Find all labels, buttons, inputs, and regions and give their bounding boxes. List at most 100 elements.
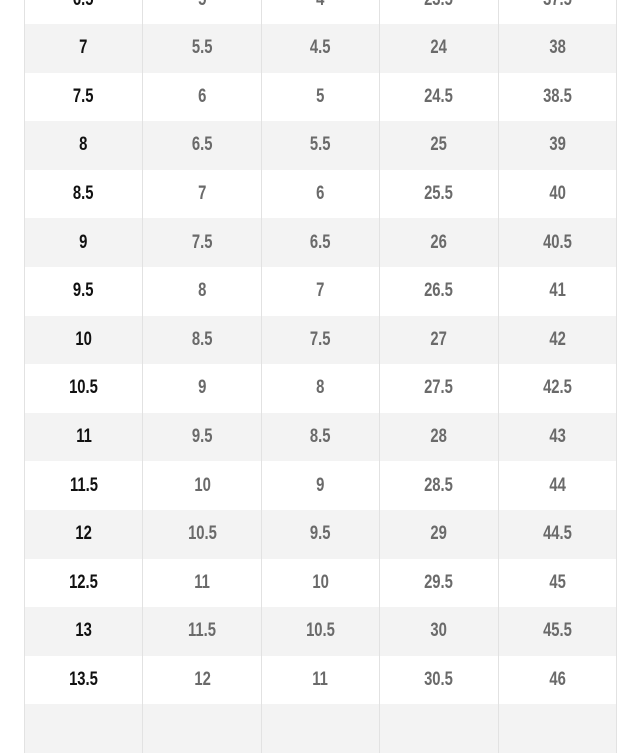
cell-text: 7 bbox=[316, 280, 325, 302]
size-value-cell: 30 bbox=[379, 607, 497, 656]
table-row: 9.5 8 7 26.5 41 bbox=[25, 266, 616, 316]
cell-text: 6.5 bbox=[191, 134, 213, 156]
size-value-cell: 10.5 bbox=[142, 509, 260, 559]
cell-text: 8 bbox=[316, 377, 325, 399]
size-value-cell: 26 bbox=[379, 218, 497, 267]
cell-text: 5 bbox=[198, 0, 206, 11]
cell-text: 7.5 bbox=[191, 231, 213, 253]
cell-text: 29.5 bbox=[424, 571, 454, 593]
size-value-cell: 10 bbox=[142, 461, 260, 510]
cell-text: 10 bbox=[75, 328, 92, 350]
cell-text: 8.5 bbox=[310, 426, 331, 448]
size-value-cell: 25.5 bbox=[379, 169, 497, 219]
size-value-cell: 27.5 bbox=[379, 364, 497, 413]
table-row bbox=[25, 704, 616, 753]
cell-text: 5.5 bbox=[191, 37, 213, 59]
size-value-cell: 5.5 bbox=[142, 24, 260, 73]
size-value-cell: 9.5 bbox=[260, 509, 379, 559]
cell-text: 26.5 bbox=[424, 280, 454, 302]
size-value-cell: 10.5 bbox=[260, 607, 379, 656]
table-row: 7 5.5 4.5 24 38 bbox=[25, 24, 616, 73]
cell-text: 41 bbox=[549, 280, 566, 302]
size-label-cell: 7.5 bbox=[25, 73, 142, 122]
table-row: 11 9.5 8.5 28 43 bbox=[25, 412, 616, 462]
cell-text: 12.5 bbox=[69, 571, 99, 593]
size-value-cell: 28.5 bbox=[379, 461, 497, 510]
cell-text: 9.5 bbox=[310, 523, 331, 545]
size-value-cell: 28 bbox=[379, 412, 497, 462]
size-label-cell: 10.5 bbox=[25, 364, 142, 413]
size-label-cell: 9 bbox=[25, 218, 142, 267]
size-value-cell bbox=[497, 704, 616, 753]
cell-text: 25 bbox=[430, 134, 448, 156]
size-value-cell: 6 bbox=[142, 72, 260, 122]
cell-text: 23.5 bbox=[424, 0, 453, 11]
size-value-cell: 5 bbox=[142, 0, 260, 24]
cell-text: 10.5 bbox=[69, 377, 99, 399]
cell-text: 13 bbox=[75, 620, 92, 642]
size-label-cell: 10 bbox=[25, 316, 142, 365]
size-value-cell: 6 bbox=[260, 169, 379, 219]
size-value-cell: 45.5 bbox=[497, 607, 616, 656]
cell-text: 9.5 bbox=[191, 426, 213, 448]
cell-text: 26 bbox=[430, 231, 448, 253]
table-row: 13.5 12 11 30.5 46 bbox=[25, 655, 616, 705]
size-chart-table: 6.5 5 4 23.5 37.5 7 5.5 4.5 24 38 7.5 6 5 24.5 38.5 8 6.… bbox=[24, 0, 617, 753]
cell-text: 38.5 bbox=[542, 85, 572, 107]
cell-text: 4 bbox=[316, 0, 324, 11]
size-value-cell: 42 bbox=[497, 315, 616, 365]
size-value-cell: 38 bbox=[497, 24, 616, 73]
size-value-cell: 8 bbox=[260, 364, 379, 413]
cell-text: 9.5 bbox=[73, 280, 94, 302]
size-label-cell: 12.5 bbox=[25, 559, 142, 608]
size-value-cell: 40.5 bbox=[497, 218, 616, 267]
cell-text: 29 bbox=[430, 523, 448, 545]
cell-text: 28.5 bbox=[424, 474, 454, 496]
size-value-cell: 9 bbox=[142, 364, 260, 413]
size-value-cell: 45 bbox=[497, 558, 616, 608]
cell-text: 24 bbox=[430, 37, 448, 59]
size-value-cell: 27 bbox=[379, 315, 497, 365]
size-value-cell: 38.5 bbox=[497, 72, 616, 122]
cell-text: 24.5 bbox=[424, 85, 454, 107]
cell-text: 7 bbox=[197, 183, 207, 205]
cell-text: 11.5 bbox=[188, 620, 217, 642]
size-value-cell: 25 bbox=[379, 121, 497, 170]
cell-text: 10.5 bbox=[306, 620, 335, 642]
cell-text: 8 bbox=[197, 280, 207, 302]
table-row: 11.5 10 9 28.5 44 bbox=[25, 461, 616, 510]
table-row: 7.5 6 5 24.5 38.5 bbox=[25, 72, 616, 122]
cell-text: 10.5 bbox=[187, 523, 217, 545]
table-row: 10 8.5 7.5 27 42 bbox=[25, 315, 616, 365]
size-value-cell: 9.5 bbox=[142, 412, 260, 462]
cell-text: 6.5 bbox=[73, 0, 94, 11]
cell-text: 27 bbox=[430, 328, 448, 350]
table-row: 13 11.5 10.5 30 45.5 bbox=[25, 607, 616, 656]
size-value-cell: 7 bbox=[142, 169, 260, 219]
cell-text: 11.5 bbox=[69, 474, 98, 496]
size-value-cell: 26.5 bbox=[379, 266, 497, 316]
size-value-cell bbox=[379, 704, 497, 753]
cell-text: 7 bbox=[79, 37, 88, 59]
size-value-cell: 44.5 bbox=[497, 509, 616, 559]
size-value-cell bbox=[142, 704, 260, 753]
size-value-cell: 12 bbox=[142, 655, 260, 705]
cell-text: 30.5 bbox=[424, 669, 454, 691]
size-value-cell: 8.5 bbox=[142, 315, 260, 365]
size-label-cell: 8.5 bbox=[25, 170, 142, 219]
cell-text: 30 bbox=[430, 620, 448, 642]
cell-text: 42 bbox=[549, 328, 566, 350]
cell-text: 11 bbox=[194, 571, 210, 593]
size-value-cell: 7 bbox=[260, 266, 379, 316]
size-label-cell: 13.5 bbox=[25, 656, 142, 705]
size-value-cell: 9 bbox=[260, 461, 379, 510]
size-value-cell: 6.5 bbox=[142, 121, 260, 170]
size-value-cell: 43 bbox=[497, 412, 616, 462]
cell-text: 28 bbox=[430, 426, 448, 448]
cell-text: 13.5 bbox=[69, 669, 99, 691]
size-value-cell: 39 bbox=[497, 121, 616, 170]
cell-text: 6 bbox=[197, 85, 207, 107]
cell-text: 43 bbox=[549, 426, 566, 448]
cell-text: 4.5 bbox=[310, 37, 331, 59]
size-value-cell: 5.5 bbox=[260, 121, 379, 170]
